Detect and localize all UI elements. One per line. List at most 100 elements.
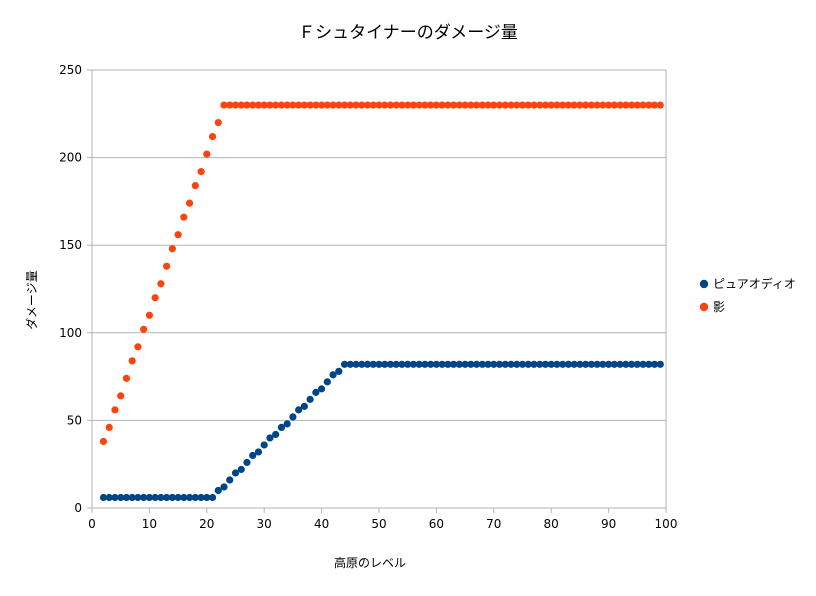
- data-point: [289, 413, 297, 421]
- data-point: [582, 101, 590, 109]
- data-point: [117, 392, 125, 400]
- data-point: [197, 493, 205, 502]
- data-point: [134, 493, 142, 502]
- data-point: [495, 101, 504, 109]
- data-point: [513, 101, 521, 109]
- data-point: [335, 367, 343, 375]
- data-point: [145, 311, 153, 319]
- x-tick-label: 10: [142, 517, 157, 531]
- data-point: [513, 360, 521, 368]
- data-point: [381, 360, 389, 368]
- data-point: [409, 360, 418, 368]
- data-point: [553, 101, 561, 109]
- data-point: [323, 378, 331, 386]
- data-point: [656, 360, 664, 368]
- y-tick-label: 0: [74, 501, 82, 515]
- data-point: [599, 360, 607, 368]
- data-point: [501, 360, 509, 368]
- data-point: [518, 360, 527, 368]
- data-point: [541, 360, 550, 368]
- data-point: [622, 360, 630, 368]
- data-point: [180, 213, 188, 221]
- data-point: [541, 101, 550, 109]
- data-point: [300, 402, 308, 410]
- x-tick-label: 80: [544, 517, 559, 531]
- y-tick-label: 200: [59, 151, 82, 165]
- data-point: [99, 437, 108, 446]
- data-point: [128, 493, 136, 502]
- data-point: [427, 101, 435, 109]
- data-point: [455, 360, 463, 368]
- data-point: [203, 150, 211, 158]
- data-point: [277, 423, 286, 432]
- data-point: [438, 360, 446, 368]
- data-point: [576, 360, 584, 368]
- data-point: [128, 357, 136, 365]
- data-point: [461, 101, 469, 109]
- data-point: [582, 360, 590, 368]
- data-point: [524, 360, 532, 368]
- x-tick-label: 70: [486, 517, 501, 531]
- data-point: [277, 101, 286, 109]
- data-point: [260, 441, 268, 449]
- data-point: [289, 101, 297, 109]
- data-point: [254, 101, 263, 109]
- data-point: [507, 101, 515, 109]
- data-point: [318, 101, 326, 109]
- data-point: [478, 101, 486, 109]
- data-point: [484, 360, 492, 368]
- data-point: [627, 360, 636, 368]
- data-point: [605, 101, 613, 109]
- data-point: [478, 360, 486, 368]
- data-point: [140, 325, 148, 333]
- x-tick-label: 30: [257, 517, 272, 531]
- x-tick-label: 0: [88, 517, 96, 531]
- data-point: [490, 101, 498, 109]
- x-axis-label: 高原のレベル: [334, 555, 406, 570]
- data-point: [122, 374, 131, 382]
- data-point: [220, 483, 228, 491]
- data-point: [645, 101, 653, 109]
- data-point: [226, 476, 234, 484]
- data-point: [455, 101, 463, 109]
- data-point: [163, 262, 171, 270]
- data-point: [191, 493, 199, 502]
- data-point: [438, 101, 446, 109]
- y-tick-label: 50: [67, 413, 82, 427]
- x-tick-label: 20: [199, 517, 214, 531]
- series-1: [99, 360, 664, 502]
- data-point: [484, 101, 492, 109]
- y-tick-label: 150: [59, 238, 82, 252]
- data-point: [185, 199, 194, 207]
- data-point: [564, 360, 573, 368]
- data-point: [266, 101, 274, 109]
- data-point: [570, 360, 578, 368]
- data-point: [145, 493, 153, 502]
- data-point: [432, 360, 440, 368]
- data-point: [266, 434, 274, 442]
- data-point: [375, 101, 383, 109]
- data-point: [467, 101, 475, 109]
- legend-marker: [699, 302, 709, 312]
- data-point: [472, 360, 481, 368]
- data-point: [312, 101, 320, 109]
- y-tick-label: 100: [59, 326, 82, 340]
- data-point: [593, 101, 601, 109]
- data-point: [398, 101, 406, 109]
- data-point: [467, 360, 475, 368]
- legend-label: ピュアオディオ: [713, 276, 796, 291]
- data-point: [249, 451, 257, 460]
- data-point: [306, 101, 314, 109]
- data-point: [111, 406, 119, 414]
- data-point: [559, 101, 567, 109]
- data-point: [352, 101, 360, 109]
- y-tick-label: 250: [59, 63, 82, 77]
- data-point: [650, 360, 659, 368]
- data-point: [214, 118, 222, 127]
- data-point: [363, 101, 372, 109]
- data-point: [352, 360, 360, 368]
- data-point: [610, 101, 618, 109]
- x-tick-label: 50: [371, 517, 386, 531]
- data-point: [645, 360, 653, 368]
